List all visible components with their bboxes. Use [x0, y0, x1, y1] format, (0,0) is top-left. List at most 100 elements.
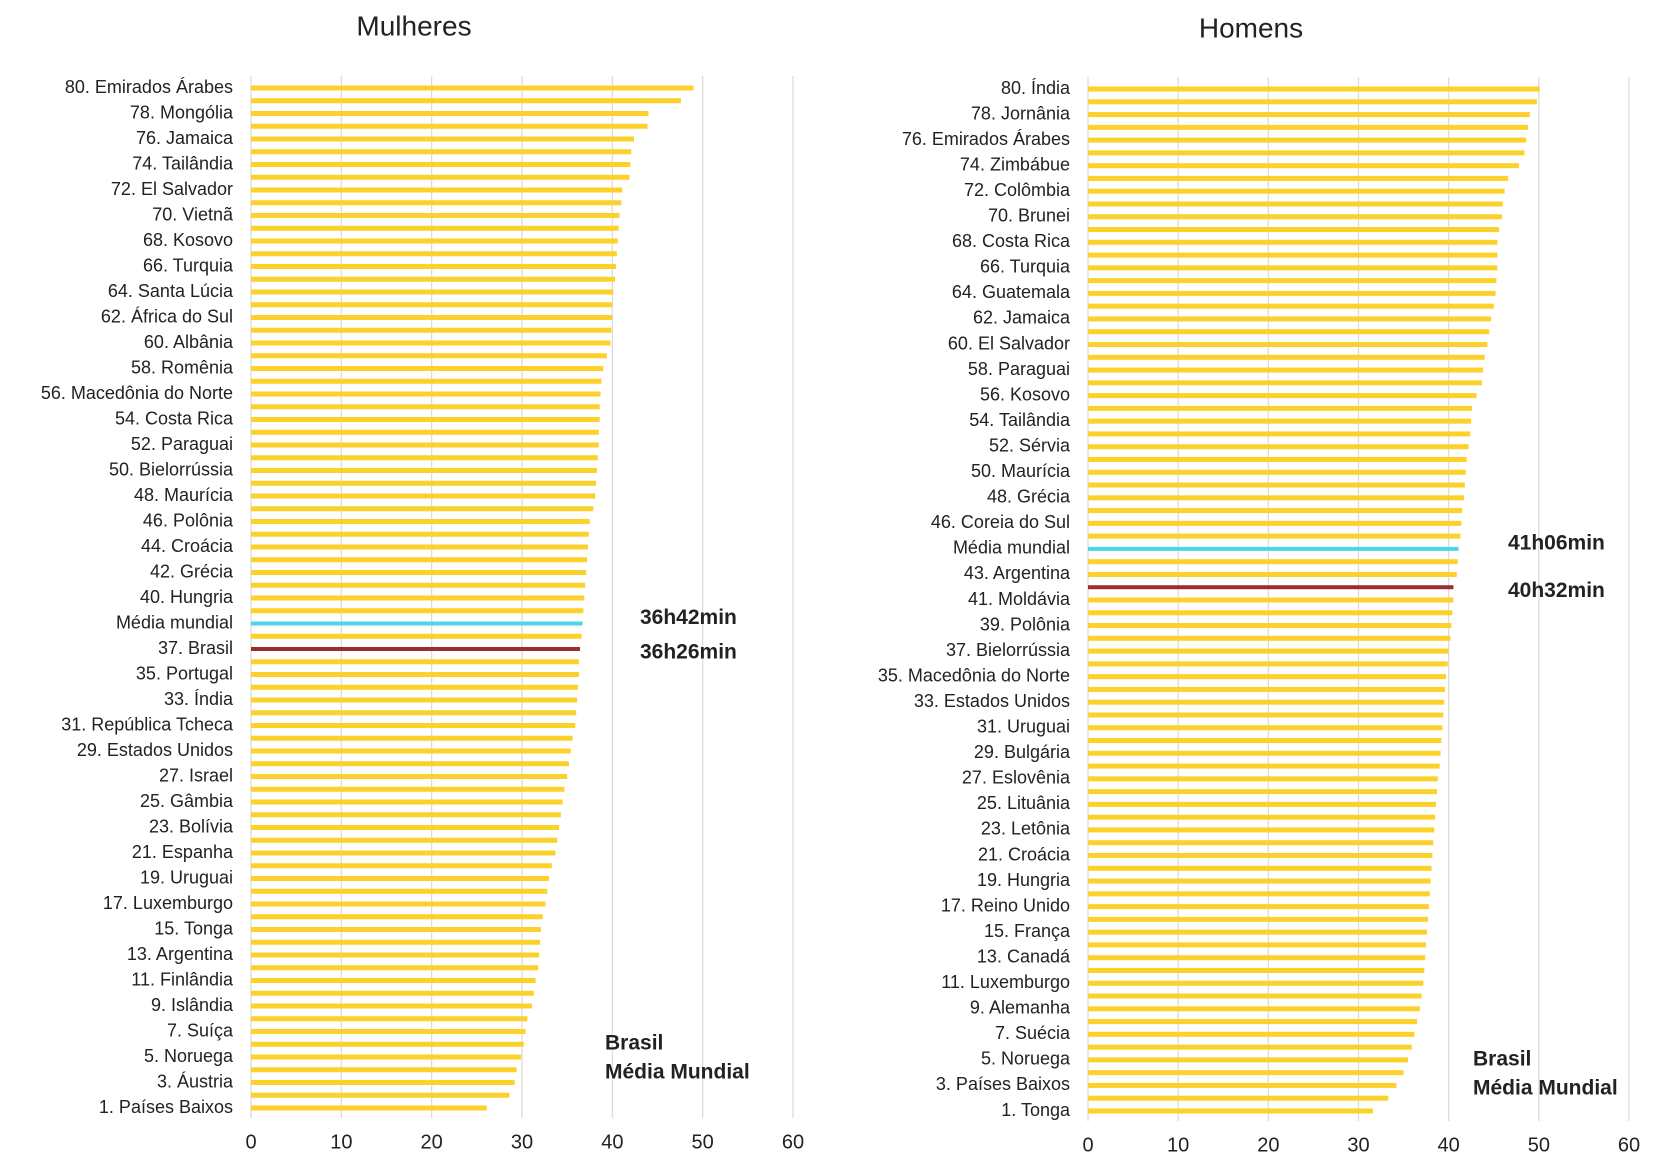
y-tick-label: 17. Reino Unido [941, 895, 1070, 915]
bar [251, 251, 617, 257]
x-tick-label: 30 [511, 1131, 533, 1153]
bar [251, 366, 604, 371]
bar [1088, 942, 1427, 948]
y-tick-label: 33. Índia [164, 689, 234, 709]
bar [1088, 712, 1444, 718]
bar [1088, 891, 1430, 897]
y-tick-label: 76. Jamaica [136, 128, 234, 148]
bar [1088, 380, 1483, 386]
bar [251, 353, 607, 359]
bar [1088, 827, 1435, 833]
y-tick-label: 5. Noruega [981, 1049, 1071, 1069]
bar [1088, 290, 1496, 296]
y-tick-label: 41. Moldávia [968, 589, 1071, 609]
y-tick-label: 56. Kosovo [980, 384, 1070, 404]
bar [1088, 571, 1457, 577]
y-tick-label: 17. Luxemburgo [103, 893, 233, 913]
bar [251, 914, 543, 920]
y-tick-label: 35. Portugal [136, 663, 233, 683]
y-tick-label: 68. Kosovo [143, 230, 233, 250]
bar [251, 799, 563, 805]
bar [251, 327, 612, 333]
bar [251, 391, 601, 397]
bar [251, 863, 552, 869]
bar [1088, 137, 1527, 143]
bar [251, 378, 602, 384]
y-tick-label: 31. República Tcheca [61, 714, 234, 734]
bar [1088, 904, 1429, 910]
bar [251, 417, 600, 422]
bar [251, 1041, 524, 1047]
bar [251, 111, 649, 116]
y-tick-label: 72. El Salvador [111, 179, 233, 199]
bar [1088, 546, 1459, 551]
y-tick-label: 5. Noruega [144, 1046, 234, 1066]
bar [1088, 623, 1452, 629]
bar [1088, 1095, 1389, 1101]
bar [1088, 495, 1464, 501]
bar [1088, 980, 1424, 986]
bar [251, 187, 623, 193]
bar [251, 85, 694, 91]
bar [251, 200, 622, 206]
bar [251, 455, 598, 461]
y-tick-label: 64. Guatemala [952, 282, 1071, 302]
bar [1088, 674, 1446, 680]
bar [251, 531, 589, 537]
y-tick-label: 60. El Salvador [948, 333, 1070, 353]
y-tick-label: 48. Grécia [987, 487, 1071, 507]
y-tick-label: 44. Croácia [141, 536, 234, 556]
y-tick-label: 78. Jornânia [971, 103, 1071, 123]
y-tick-label: 70. Vietnã [152, 204, 234, 224]
y-tick-label: 50. Maurícia [971, 461, 1071, 481]
bar [1088, 329, 1490, 335]
bar [1088, 853, 1433, 858]
x-tick-label: 50 [1528, 1134, 1550, 1156]
y-tick-label: 7. Suécia [995, 1023, 1071, 1043]
y-tick-label: 21. Croácia [978, 844, 1071, 864]
bar [251, 276, 616, 282]
y-tick-label: 29. Bulgária [974, 742, 1071, 762]
y-tick-label: 39. Polônia [980, 614, 1071, 634]
bar [1088, 686, 1446, 692]
annotation: 36h26min [640, 641, 737, 664]
y-tick-label: 31. Uruguai [977, 717, 1070, 737]
y-tick-label: 60. Albânia [144, 332, 234, 352]
bar [1088, 993, 1422, 999]
bar [251, 761, 569, 767]
y-tick-label: 3. Países Baixos [936, 1074, 1070, 1094]
bar [251, 213, 620, 218]
bar [1088, 444, 1469, 450]
legend-entry: Média Mundial [605, 1061, 750, 1084]
bar [1088, 967, 1425, 973]
bar [251, 939, 541, 945]
bar [251, 136, 635, 142]
bar [251, 774, 568, 779]
y-tick-label: 11. Luxemburgo [941, 972, 1070, 992]
bar [251, 315, 613, 320]
bar [1088, 112, 1530, 118]
bar [1088, 86, 1540, 92]
bar [251, 812, 561, 818]
y-tick-label: 21. Espanha [132, 842, 234, 862]
bar [1088, 252, 1498, 258]
bar [251, 697, 578, 703]
bar [251, 1105, 487, 1111]
bar [1088, 533, 1461, 539]
y-tick-label: 11. Finlândia [131, 969, 234, 989]
x-tick-label: 40 [1438, 1134, 1460, 1156]
bar [1088, 265, 1498, 271]
bar [1088, 150, 1525, 156]
chart-title: Homens [1199, 12, 1303, 43]
x-tick-label: 50 [692, 1131, 714, 1153]
bar [1088, 175, 1509, 181]
bar [1088, 431, 1471, 437]
bar [1088, 393, 1477, 399]
bar [1088, 648, 1449, 654]
bar [251, 710, 577, 716]
bar [1088, 520, 1462, 526]
y-tick-label: 3. Áustria [157, 1071, 234, 1091]
bar [1088, 1031, 1415, 1037]
y-tick-label: 78. Mongólia [130, 102, 234, 122]
bar [1088, 1082, 1397, 1088]
